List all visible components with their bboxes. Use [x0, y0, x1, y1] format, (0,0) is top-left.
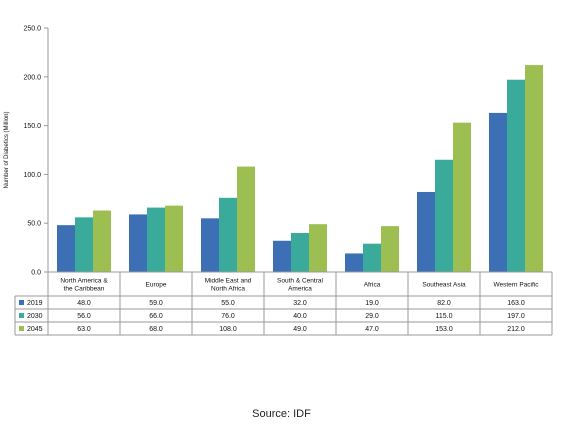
bar-2045-1: [165, 205, 183, 272]
bar-2019-3: [273, 240, 291, 272]
bar-2030-5: [435, 159, 453, 272]
y-tick-label: 100.0: [23, 172, 41, 179]
y-tick-label: 150.0: [23, 123, 41, 130]
bar-2019-1: [129, 214, 147, 272]
bar-2019-4: [345, 253, 363, 272]
bar-2030-0: [75, 217, 93, 272]
legend-label: 2030: [27, 313, 43, 320]
category-label: Southeast Asia: [422, 282, 466, 289]
bar-2045-2: [237, 166, 255, 272]
category-label: America: [288, 286, 312, 293]
data-label: 59.0: [149, 300, 163, 307]
data-label: 32.0: [293, 300, 307, 307]
bar-2019-0: [57, 225, 75, 272]
y-tick-label: 0.0: [31, 270, 41, 277]
data-label: 63.0: [77, 326, 91, 333]
legend-key-2045: [19, 326, 24, 331]
data-label: 212.0: [507, 326, 525, 333]
legend-label: 2019: [27, 300, 43, 307]
bar-2045-4: [381, 226, 399, 272]
bar-2045-0: [93, 210, 111, 272]
category-label: North America &: [60, 278, 108, 285]
data-label: 66.0: [149, 313, 163, 320]
y-tick-label: 200.0: [23, 74, 41, 81]
data-label: 40.0: [293, 313, 307, 320]
data-label: 47.0: [365, 326, 379, 333]
bar-2030-6: [507, 79, 525, 272]
legend-label: 2045: [27, 326, 43, 333]
data-label: 56.0: [77, 313, 91, 320]
category-label: North Africa: [211, 286, 245, 293]
data-label: 197.0: [507, 313, 525, 320]
legend-key-2019: [19, 300, 24, 305]
data-label: 163.0: [507, 300, 525, 307]
category-label: Western Pacific: [493, 282, 539, 289]
bar-2019-5: [417, 191, 435, 272]
bar-2045-5: [453, 122, 471, 272]
y-axis-label: Number of Diabetics (Million): [4, 111, 10, 188]
bar-2045-6: [525, 65, 543, 272]
source-note: Source: IDF: [252, 408, 311, 420]
bar-2019-2: [201, 218, 219, 272]
bar-2030-3: [291, 232, 309, 272]
category-label: Africa: [364, 282, 381, 289]
category-label: the Caribbean: [64, 286, 105, 293]
bar-2045-3: [309, 224, 327, 272]
data-label: 49.0: [293, 326, 307, 333]
category-label: South & Central: [277, 278, 323, 285]
data-label: 108.0: [219, 326, 237, 333]
data-label: 153.0: [435, 326, 453, 333]
data-label: 19.0: [365, 300, 379, 307]
data-label: 82.0: [437, 300, 451, 307]
bar-2030-1: [147, 207, 165, 272]
data-label: 48.0: [77, 300, 91, 307]
legend-key-2030: [19, 313, 24, 318]
data-label: 68.0: [149, 326, 163, 333]
bar-2019-6: [489, 112, 507, 272]
data-label: 29.0: [365, 313, 379, 320]
data-label: 76.0: [221, 313, 235, 320]
y-tick-label: 50.0: [27, 221, 41, 228]
y-tick-label: 250.0: [23, 26, 41, 33]
category-label: Europe: [146, 282, 167, 289]
bar-2030-4: [363, 243, 381, 272]
data-label: 115.0: [436, 313, 453, 320]
bar-2030-2: [219, 197, 237, 272]
data-label: 55.0: [221, 300, 235, 307]
category-label: Middle East and: [205, 278, 252, 285]
